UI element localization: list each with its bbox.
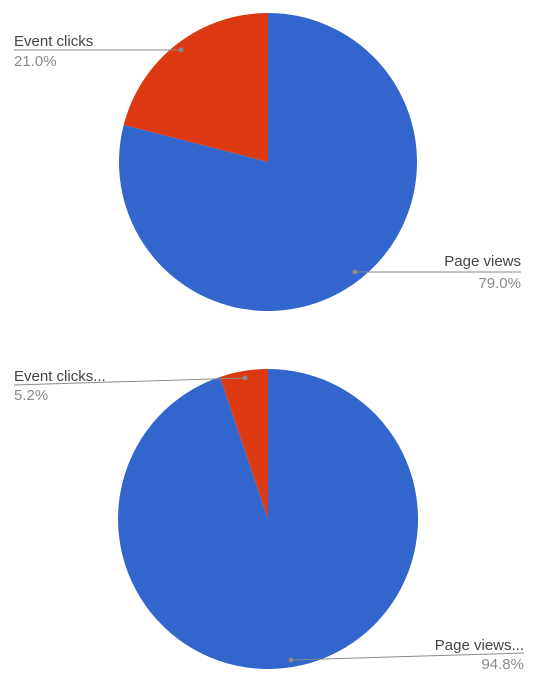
slice-percent-event-clicks: 5.2%: [14, 387, 48, 404]
leader-dot-event-clicks: [242, 375, 248, 381]
pie-slice-page-views[interactable]: [119, 13, 418, 311]
pie-chart-2: Event clicks... 5.2% Page views... 94.8%: [13, 368, 525, 673]
slice-label-page-views: Page views: [444, 253, 521, 270]
pie-chart-1: Event clicks 21.0% Page views 79.0%: [14, 13, 521, 311]
slice-label-event-clicks: Event clicks...: [14, 368, 106, 385]
leader-line-event-clicks: [13, 377, 246, 386]
pie-slice-event-clicks[interactable]: [219, 369, 268, 519]
pie-slice-event-clicks[interactable]: [123, 13, 269, 162]
slice-label-event-clicks: Event clicks: [14, 33, 93, 50]
slice-percent-page-views: 79.0%: [478, 275, 521, 292]
pie-slice-page-views[interactable]: [118, 368, 419, 670]
slice-label-page-views: Page views...: [435, 637, 524, 654]
slice-percent-page-views: 94.8%: [481, 656, 524, 673]
leader-dot-event-clicks: [178, 47, 184, 53]
slice-percent-event-clicks: 21.0%: [14, 53, 57, 70]
leader-line-page-views: [290, 652, 525, 661]
leader-dot-page-views: [288, 657, 294, 663]
leader-dot-page-views: [352, 269, 358, 275]
